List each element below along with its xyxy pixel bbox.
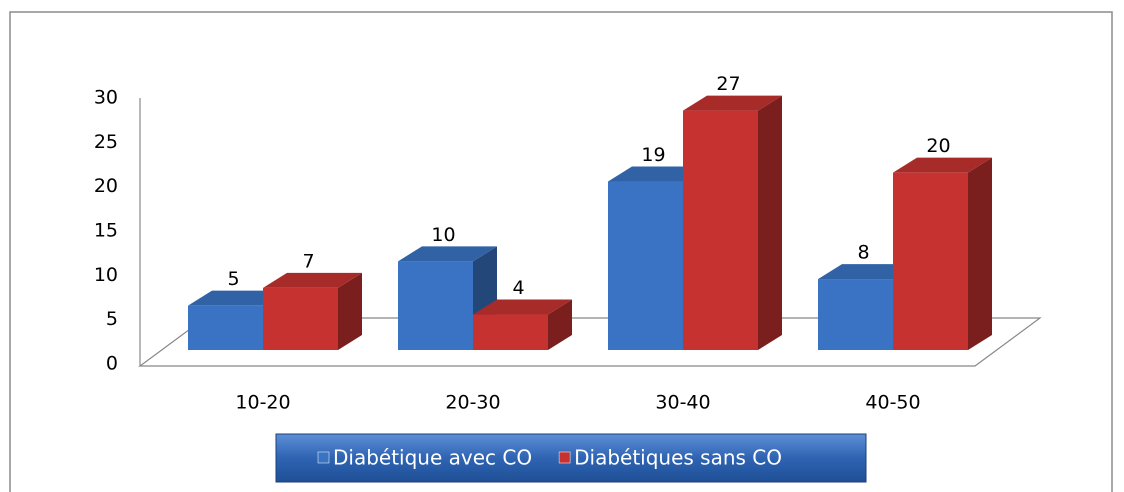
- bar-top: [398, 246, 497, 262]
- x-tick-label: 30-40: [655, 392, 710, 414]
- x-tick-label: 10-20: [235, 392, 290, 414]
- bar-side: [758, 95, 782, 350]
- y-tick-label: 25: [94, 131, 118, 153]
- frame: [9, 11, 1113, 492]
- legend: [275, 433, 867, 483]
- data-label: 8: [857, 242, 869, 264]
- data-label: 10: [431, 224, 455, 246]
- bar-side: [338, 272, 362, 350]
- y-tick-label: 10: [94, 264, 118, 286]
- x-tick-label: 40-50: [865, 392, 920, 414]
- data-label: 19: [641, 144, 665, 166]
- bar: [683, 110, 758, 350]
- y-tick-label: 15: [94, 220, 118, 242]
- legend-label: Diabétique avec CO: [333, 446, 532, 470]
- bar: [473, 314, 548, 350]
- bar-top: [188, 290, 287, 306]
- data-label: 20: [926, 135, 950, 157]
- data-label: 7: [302, 250, 314, 272]
- y-tick-label: 20: [94, 175, 118, 197]
- bar: [263, 287, 338, 350]
- bar: [608, 181, 683, 350]
- legend-swatch: [558, 451, 571, 464]
- bar-top: [263, 272, 362, 288]
- bar: [818, 279, 893, 350]
- y-tick-label: 5: [106, 308, 118, 330]
- bar-top: [473, 299, 572, 315]
- data-label: 27: [716, 73, 740, 95]
- bar-top: [608, 166, 707, 182]
- data-label: 5: [227, 268, 239, 290]
- bar-top: [893, 157, 992, 173]
- bar-side: [548, 299, 572, 350]
- bar: [398, 261, 473, 350]
- bar-side: [968, 157, 992, 350]
- y-tick-label: 0: [106, 353, 118, 375]
- x-tick-label: 20-30: [445, 392, 500, 414]
- data-label: 4: [512, 277, 524, 299]
- floor: [138, 317, 1042, 367]
- bar: [893, 172, 968, 350]
- bar: [188, 305, 263, 350]
- legend-label: Diabétiques sans CO: [574, 446, 782, 470]
- bar-top: [818, 264, 917, 280]
- y-tick-label: 30: [94, 87, 118, 109]
- legend-swatch: [317, 451, 330, 464]
- bar-top: [683, 95, 782, 111]
